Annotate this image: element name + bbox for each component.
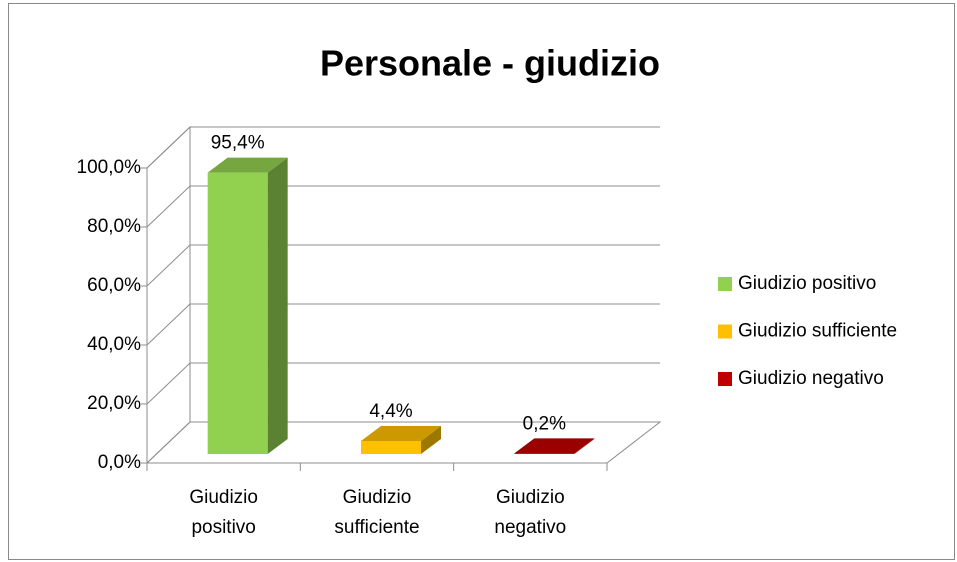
y-tick-label: 0,0%	[98, 452, 141, 473]
grid-line	[146, 185, 660, 228]
data-label: 4,4%	[369, 401, 412, 422]
y-tick-label: 80,0%	[87, 216, 141, 237]
bar-top	[361, 426, 441, 442]
x-tick-label: Giudizio sufficiente	[334, 487, 420, 538]
grid-line	[146, 362, 660, 405]
y-tick-label: 20,0%	[87, 393, 141, 414]
bar-front	[514, 453, 575, 454]
legend-swatch	[718, 324, 732, 339]
x-tick-label: Giudizio negativo	[494, 487, 567, 538]
bar-top	[514, 438, 595, 454]
x-tick-label: Giudizio positivo	[189, 487, 258, 538]
bar	[361, 426, 441, 454]
grid-line	[146, 303, 660, 346]
legend-swatch	[718, 277, 732, 291]
chart-title: Personale - giudizio	[320, 43, 660, 84]
chart-border	[8, 3, 955, 560]
grid-line	[146, 126, 660, 169]
y-tick-label: 60,0%	[87, 275, 141, 296]
y-tick-label: 40,0%	[87, 334, 141, 355]
legend-label: Giudizio positivo	[738, 273, 876, 294]
legend-label: Giudizio sufficiente	[738, 321, 897, 342]
bar	[207, 157, 288, 454]
bar-top	[207, 157, 288, 173]
legend-swatch	[718, 372, 732, 386]
data-label: 95,4%	[211, 133, 265, 154]
bar-side	[574, 438, 595, 454]
data-label: 0,2%	[523, 413, 566, 434]
bar-side	[421, 426, 441, 454]
bar	[514, 438, 595, 454]
y-tick-label: 100,0%	[77, 157, 142, 178]
bar-front	[207, 172, 268, 454]
grid-line	[146, 244, 660, 287]
legend-label: Giudizio negativo	[738, 368, 884, 389]
bar-front	[361, 441, 421, 454]
grid-line	[146, 421, 660, 464]
bar-side	[267, 157, 288, 454]
